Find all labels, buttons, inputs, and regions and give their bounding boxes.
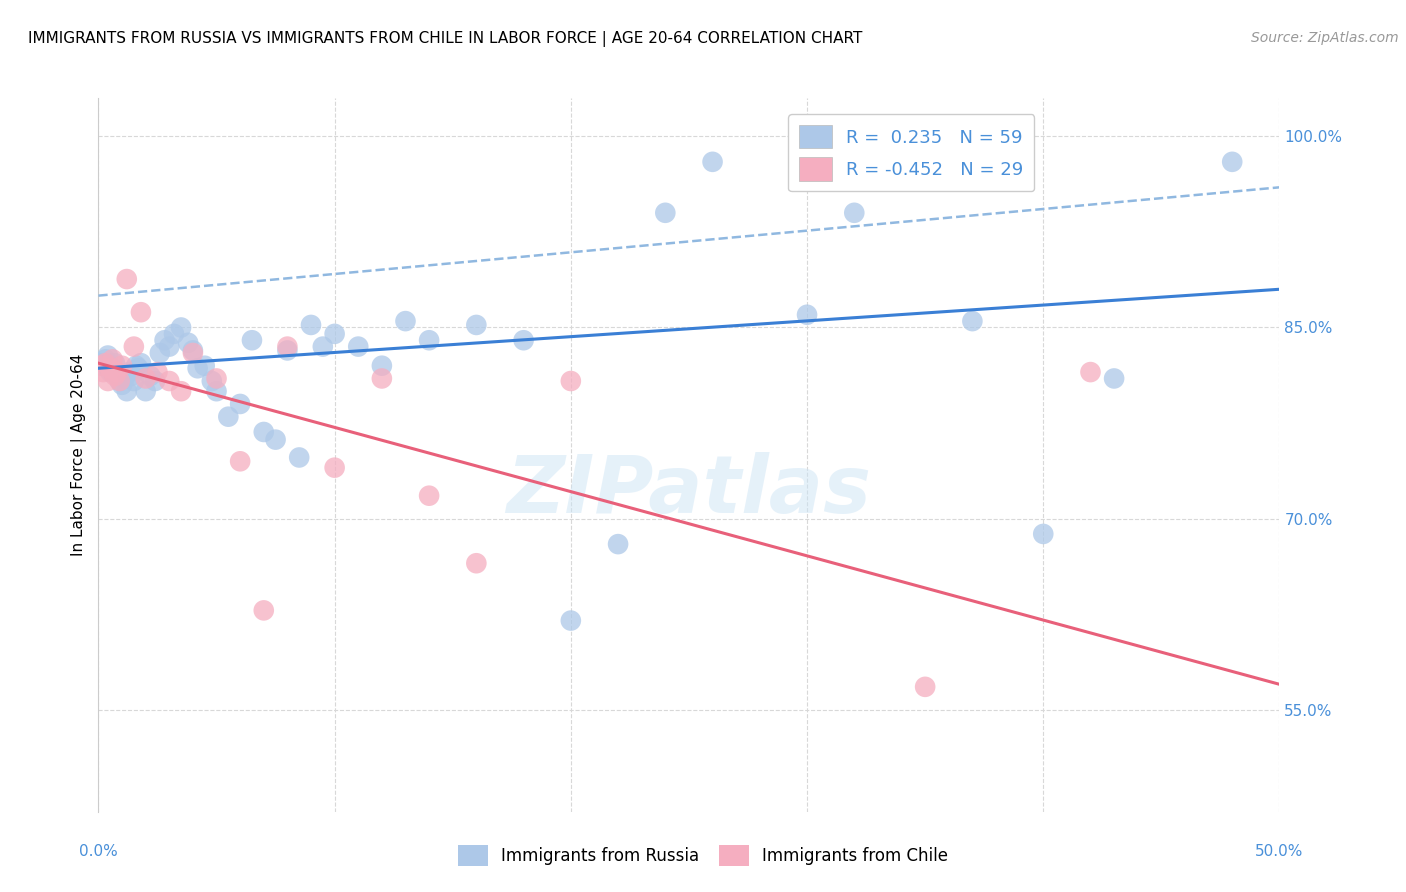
Point <box>371 371 394 385</box>
Y-axis label: In Labor Force | Age 20-64: In Labor Force | Age 20-64 <box>72 354 87 556</box>
Point <box>276 340 298 354</box>
Text: Source: ZipAtlas.com: Source: ZipAtlas.com <box>1251 31 1399 45</box>
Point <box>914 154 936 169</box>
Point <box>194 359 217 373</box>
Point <box>276 343 298 358</box>
Point <box>128 361 150 376</box>
Legend: Immigrants from Russia, Immigrants from Chile: Immigrants from Russia, Immigrants from … <box>450 837 956 875</box>
Point <box>288 450 311 465</box>
Point <box>90 359 112 373</box>
Point <box>217 409 239 424</box>
Point <box>796 308 818 322</box>
Point <box>560 374 582 388</box>
Point <box>240 333 263 347</box>
Point <box>104 356 127 370</box>
Point <box>607 537 630 551</box>
Point <box>962 314 984 328</box>
Point <box>143 374 166 388</box>
Point <box>264 433 287 447</box>
Point <box>97 374 120 388</box>
Point <box>157 340 180 354</box>
Point <box>1102 371 1125 385</box>
Point <box>229 454 252 468</box>
Point <box>323 326 346 341</box>
Point <box>560 614 582 628</box>
Text: 50.0%: 50.0% <box>1256 844 1303 859</box>
Point <box>253 603 276 617</box>
Point <box>418 489 440 503</box>
Point <box>105 365 128 379</box>
Point <box>371 359 394 373</box>
Point <box>181 346 204 360</box>
Point <box>115 272 138 286</box>
Point <box>299 318 322 332</box>
Point <box>1032 527 1054 541</box>
Point <box>146 365 169 379</box>
Point <box>129 305 152 319</box>
Point <box>129 356 152 370</box>
Point <box>91 365 114 379</box>
Point <box>90 356 112 370</box>
Point <box>94 352 117 367</box>
Point <box>201 374 224 388</box>
Point <box>97 349 120 363</box>
Text: 0.0%: 0.0% <box>79 844 118 859</box>
Point <box>135 371 157 385</box>
Point <box>122 374 145 388</box>
Point <box>205 384 228 399</box>
Point <box>253 425 276 439</box>
Point <box>229 397 252 411</box>
Point <box>135 384 157 399</box>
Point <box>115 384 138 399</box>
Point <box>512 333 534 347</box>
Text: IMMIGRANTS FROM RUSSIA VS IMMIGRANTS FROM CHILE IN LABOR FORCE | AGE 20-64 CORRE: IMMIGRANTS FROM RUSSIA VS IMMIGRANTS FRO… <box>28 31 862 47</box>
Point <box>108 374 131 388</box>
Point <box>1080 365 1102 379</box>
Point <box>98 365 121 379</box>
Point <box>104 368 127 383</box>
Point <box>844 206 866 220</box>
Point <box>98 361 121 376</box>
Point <box>157 374 180 388</box>
Point <box>312 340 335 354</box>
Point <box>177 335 200 350</box>
Point <box>170 384 193 399</box>
Point <box>654 206 676 220</box>
Point <box>139 368 162 383</box>
Text: ZIPatlas: ZIPatlas <box>506 451 872 530</box>
Point <box>122 340 145 354</box>
Point <box>187 361 209 376</box>
Point <box>101 352 124 367</box>
Point <box>394 314 416 328</box>
Point <box>181 343 204 358</box>
Point <box>108 374 131 388</box>
Point <box>170 320 193 334</box>
Point <box>465 556 488 570</box>
Point <box>91 359 114 373</box>
Point <box>105 368 128 383</box>
Point <box>118 365 141 379</box>
Point <box>465 318 488 332</box>
Point <box>111 359 134 373</box>
Point <box>121 368 143 383</box>
Point <box>702 154 724 169</box>
Point <box>112 371 135 385</box>
Point <box>205 371 228 385</box>
Point <box>914 680 936 694</box>
Point <box>153 333 176 347</box>
Point <box>1220 154 1243 169</box>
Point <box>347 340 370 354</box>
Point <box>149 346 172 360</box>
Point <box>323 460 346 475</box>
Point <box>125 359 148 373</box>
Point <box>111 377 134 392</box>
Point <box>418 333 440 347</box>
Legend: R =  0.235   N = 59, R = -0.452   N = 29: R = 0.235 N = 59, R = -0.452 N = 29 <box>789 114 1035 192</box>
Point <box>94 356 117 370</box>
Point <box>101 361 124 376</box>
Point <box>163 326 186 341</box>
